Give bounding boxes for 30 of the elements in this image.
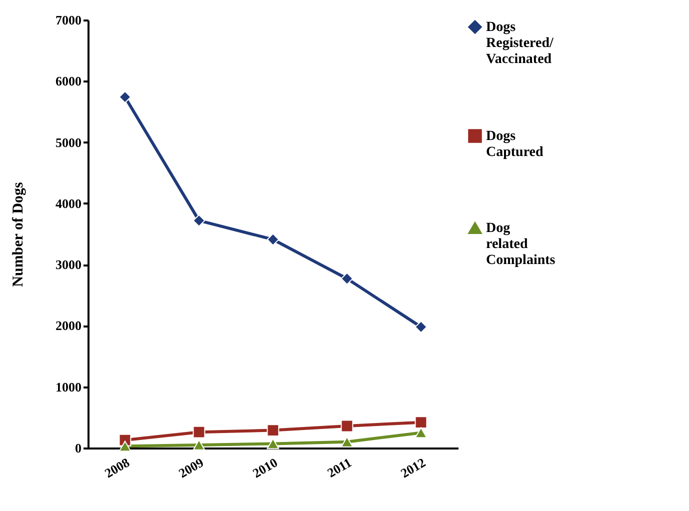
legend-label: Dogs Registered/ Vaccinated <box>486 20 554 67</box>
point <box>192 440 206 450</box>
point <box>340 420 354 432</box>
point <box>192 214 206 227</box>
point <box>340 272 354 285</box>
point <box>118 440 132 452</box>
point <box>414 416 428 429</box>
y-tick-label: 3000 <box>56 257 82 272</box>
x-tick-label: 2009 <box>176 454 206 481</box>
point <box>266 233 280 246</box>
point <box>118 90 132 104</box>
point <box>266 424 280 436</box>
x-tick-label: 2010 <box>250 454 280 481</box>
point <box>192 426 206 438</box>
x-tick-label: 2008 <box>102 454 132 481</box>
legend-label: Dogs Captured <box>486 129 544 160</box>
point <box>414 320 428 334</box>
y-tick-label: 5000 <box>56 134 82 150</box>
x-tick-label: 2012 <box>398 454 428 481</box>
y-tick-label: 7000 <box>56 12 82 28</box>
legend-label: Dog related Complaints <box>486 221 556 268</box>
point <box>266 438 280 450</box>
x-tick-label: 2011 <box>324 454 354 480</box>
y-tick-label: 2000 <box>56 318 82 334</box>
y-tick-label: 0 <box>75 440 82 456</box>
y-tick-label: 1000 <box>56 379 82 394</box>
y-axis-title: Number of Dogs <box>10 182 26 287</box>
y-tick-label: 6000 <box>56 74 82 89</box>
point <box>414 427 428 438</box>
y-tick-label: 4000 <box>56 196 82 211</box>
